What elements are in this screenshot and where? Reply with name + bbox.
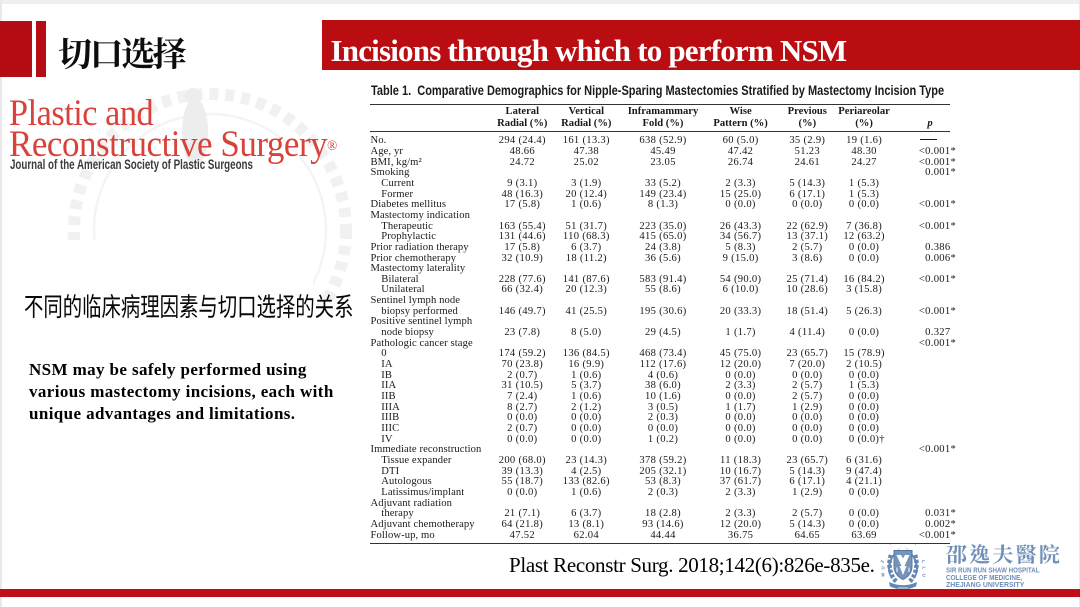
svg-text:U: U: [880, 566, 885, 570]
svg-text:·: ·: [915, 542, 917, 547]
svg-text:M: M: [880, 572, 886, 577]
svg-text:L: L: [921, 559, 927, 563]
svg-text:COLLEGE OF MEDICINE,: COLLEGE OF MEDICINE,: [946, 573, 1022, 582]
svg-text:ZHEJIANG UNIVERSITY: ZHEJIANG UNIVERSITY: [946, 580, 1025, 589]
svg-text:L: L: [921, 566, 926, 569]
svg-text:U: U: [921, 573, 926, 577]
svg-text:SIR RUN RUN SHAW HOSPITAL: SIR RUN RUN SHAW HOSPITAL: [946, 566, 1040, 575]
svg-text:·: ·: [890, 542, 892, 547]
svg-text:Z: Z: [880, 559, 885, 563]
